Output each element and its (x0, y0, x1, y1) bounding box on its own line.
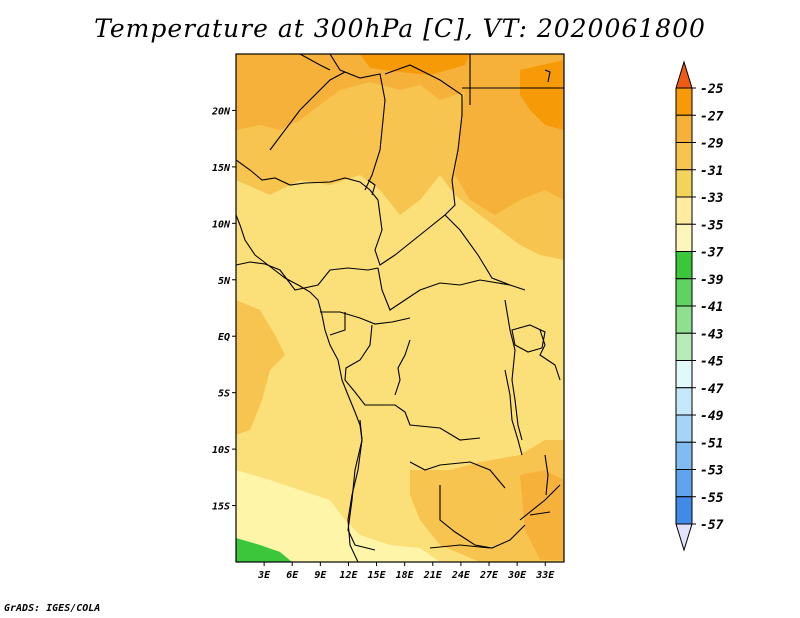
colorbar-tick-label: -41 (700, 300, 723, 315)
colorbar-box (675, 278, 693, 307)
lon-tick-label: 18E (396, 570, 415, 581)
colorbar-tick-label: -35 (700, 218, 724, 233)
lon-tick-label: 3E (257, 570, 271, 581)
colorbar-box (675, 496, 693, 525)
map-title: Temperature at 300hPa [C], VT: 202006180… (94, 14, 706, 43)
field-band-29-31-southeast (410, 440, 564, 562)
colorbar-box (675, 87, 693, 116)
colorbar-tick-label: -27 (700, 109, 724, 124)
colorbar-tick-label: -51 (700, 436, 723, 451)
lat-tick-label: EQ (218, 332, 230, 343)
colorbar-legend: -25 -27 -29 -31 -33 -35 -37 -39 -41 -43 -45 -47 -49 -… (675, 60, 724, 552)
colorbar-box (675, 469, 693, 498)
colorbar-box (675, 169, 693, 198)
colorbar-box (675, 142, 693, 171)
coastlines (236, 69, 551, 562)
colorbar-tick-label: -29 (700, 137, 724, 152)
lake-tanganyika (504, 369, 523, 456)
grads-credit: GrADS: IGES/COLA (4, 603, 101, 614)
colorbar-box (675, 387, 693, 416)
colorbar-tick-label: -47 (700, 382, 724, 397)
colorbar-box (675, 223, 693, 252)
colorbar-tick-label: -49 (700, 409, 724, 424)
country-borders (236, 54, 564, 551)
temperature-field (236, 54, 564, 562)
field-band-33-35-southwest (236, 470, 440, 562)
field-band-29-31-atlantic (236, 300, 285, 435)
lat-tick-label: 20N (211, 106, 231, 117)
colorbar-tick-label: -37 (700, 246, 724, 261)
lon-tick-label: 12E (339, 570, 358, 581)
lake-malawi (544, 454, 549, 496)
colorbar-top-arrow (675, 60, 693, 89)
map-frame (235, 53, 565, 563)
lon-tick-label: 27E (479, 570, 499, 581)
lat-tick-label: 15N (212, 163, 231, 174)
lat-tick-label: 15S (212, 502, 230, 513)
colorbar-bottom-arrow (675, 523, 693, 552)
colorbar-box (675, 360, 693, 389)
field-band-35-37-southwest (236, 538, 292, 562)
lat-tick-label: 10N (212, 219, 231, 230)
colorbar-tick-label: -53 (700, 464, 724, 479)
colorbar-box (675, 196, 693, 225)
lon-tick-label: 33E (535, 570, 555, 581)
colorbar-box (675, 251, 693, 280)
lat-tick-label: 5N (218, 276, 231, 287)
colorbar-box (675, 332, 693, 361)
colorbar-box (675, 114, 693, 143)
colorbar-tick-label: -39 (700, 273, 724, 288)
colorbar-box (675, 441, 693, 470)
lon-tick-label: 30E (507, 570, 527, 581)
field-band-25-27-ne (520, 60, 564, 130)
colorbar-box (675, 305, 693, 334)
lon-tick-label: 21E (423, 570, 443, 581)
lat-tick-label: 10S (212, 445, 230, 456)
lon-tick-label: 15E (368, 570, 387, 581)
colorbar-box (675, 414, 693, 443)
lon-tick-label: 9E (314, 570, 327, 581)
colorbar-tick-label: -57 (700, 518, 724, 533)
latitude-axis: 20N 15N 10N 5N EQ 5S 10S 15S (211, 106, 236, 513)
colorbar-tick-label: -33 (700, 191, 724, 206)
lon-tick-label: 24E (451, 570, 471, 581)
lat-tick-label: 5S (218, 389, 230, 400)
longitude-axis: 3E 6E 9E 12E 15E 18E 21E 24E 27E 30E 33E (257, 562, 555, 581)
lake-chad (367, 179, 376, 196)
colorbar-tick-label: -55 (700, 491, 724, 506)
field-band-25-27-top (360, 54, 470, 75)
colorbar-tick-label: -43 (700, 327, 724, 342)
lake-victoria (511, 324, 546, 353)
colorbar-tick-label: -25 (700, 82, 724, 97)
lon-tick-label: 6E (286, 570, 299, 581)
colorbar-tick-label: -45 (700, 355, 724, 370)
colorbar-tick-label: -31 (700, 164, 723, 179)
